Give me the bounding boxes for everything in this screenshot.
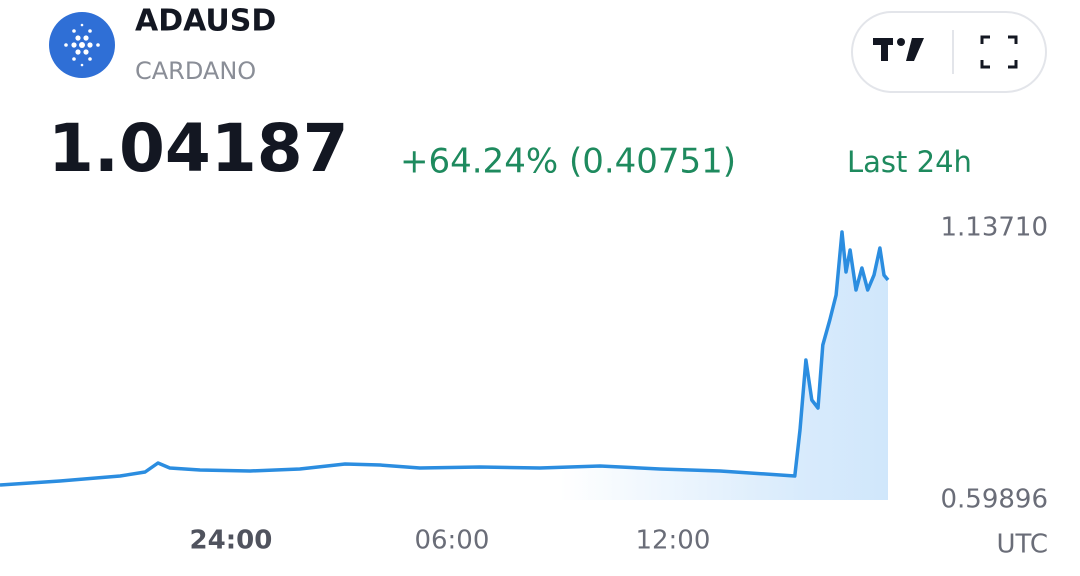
x-tick-label: 06:00 — [414, 526, 489, 556]
y-tick-label: 0.59896 — [940, 485, 1048, 515]
x-axis-label: UTC — [996, 530, 1048, 560]
price: 1.04187 — [48, 110, 349, 187]
coin-icon — [49, 12, 115, 78]
x-tick-label: 24:00 — [190, 526, 273, 556]
change: +64.24% (0.40751) — [400, 142, 736, 182]
period: Last 24h — [847, 145, 972, 179]
area-fill — [0, 232, 889, 500]
fullscreen-button[interactable] — [980, 35, 1018, 69]
toolbar — [851, 11, 1047, 93]
tradingview-logo[interactable] — [873, 38, 924, 61]
symbol: ADAUSD — [135, 4, 276, 39]
price-line — [0, 230, 890, 487]
asset-name: CARDANO — [135, 57, 256, 85]
y-tick-label: 1.13710 — [940, 213, 1048, 243]
x-tick-label: 12:00 — [635, 526, 710, 556]
